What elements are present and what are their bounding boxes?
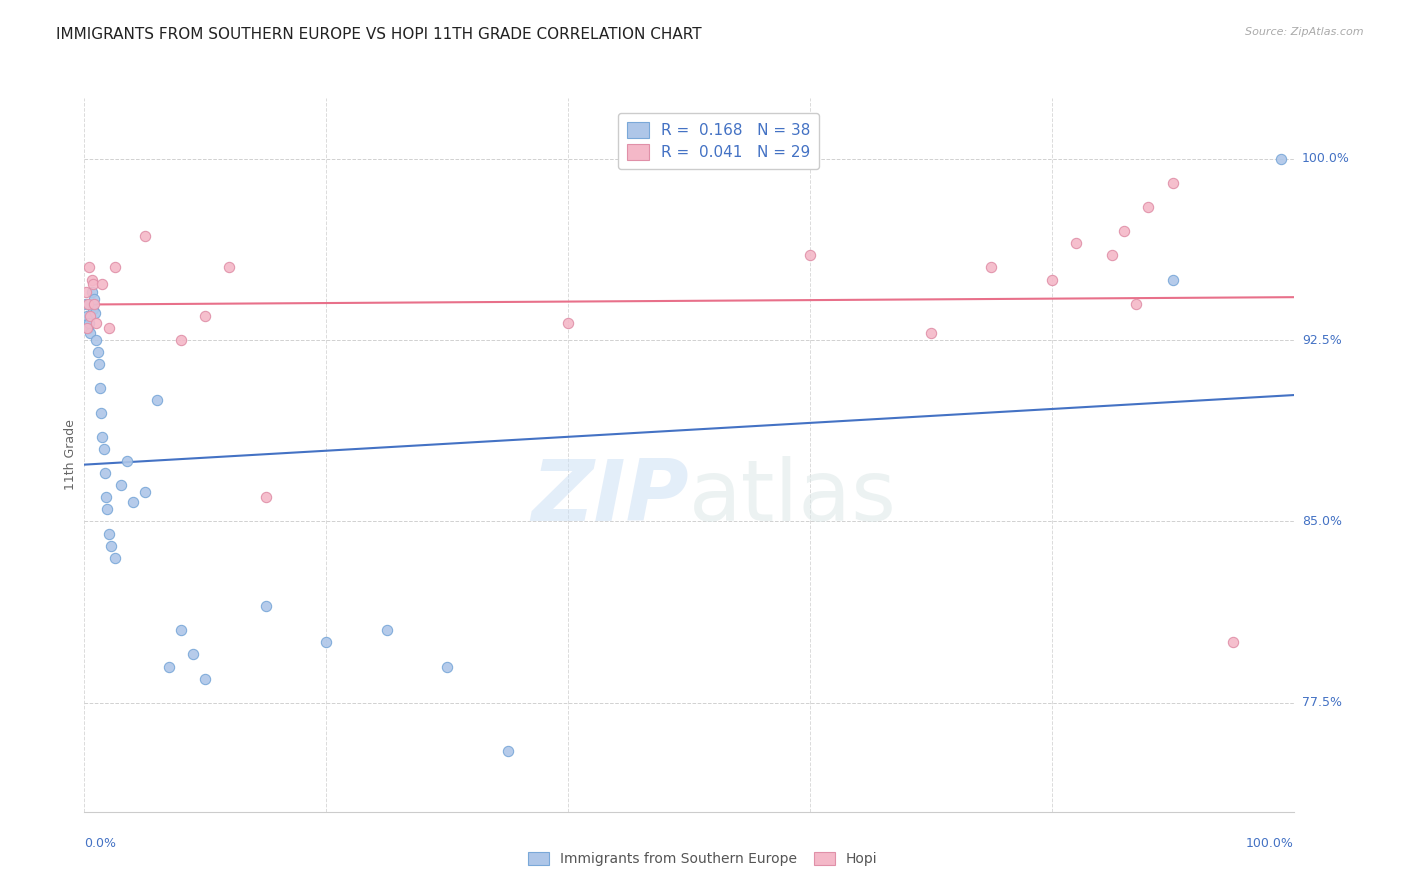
Point <box>94 490 117 504</box>
Text: ZIP: ZIP <box>531 456 689 540</box>
Point <box>76 309 98 323</box>
Point <box>86 316 108 330</box>
Text: 100.0%: 100.0% <box>1302 153 1350 165</box>
Point <box>254 599 277 613</box>
Point <box>104 550 127 565</box>
Point <box>84 306 107 320</box>
Point <box>146 393 169 408</box>
Point <box>920 326 942 340</box>
Point <box>100 539 122 553</box>
Point <box>82 301 104 316</box>
Point <box>134 229 156 244</box>
Point <box>254 490 277 504</box>
Point <box>80 285 103 299</box>
Point <box>315 635 337 649</box>
Point <box>121 495 143 509</box>
Point <box>97 321 120 335</box>
Text: 85.0%: 85.0% <box>1302 515 1341 528</box>
Point <box>89 381 111 395</box>
Point <box>799 248 821 262</box>
Point <box>1270 152 1292 166</box>
Point <box>96 502 118 516</box>
Point <box>91 277 114 292</box>
Point <box>80 272 103 286</box>
Point <box>115 454 138 468</box>
Point <box>86 345 108 359</box>
Legend: Immigrants from Southern Europe, Hopi: Immigrants from Southern Europe, Hopi <box>523 847 883 871</box>
Point <box>110 478 132 492</box>
Point <box>77 316 100 330</box>
Point <box>980 260 1002 275</box>
Point <box>375 624 398 638</box>
Point <box>86 333 108 347</box>
Text: 77.5%: 77.5% <box>1302 697 1341 709</box>
Point <box>79 309 101 323</box>
Point <box>104 260 127 275</box>
Point <box>83 292 105 306</box>
Y-axis label: 11th Grade: 11th Grade <box>65 419 77 491</box>
Point <box>77 260 100 275</box>
Point <box>157 659 180 673</box>
Point <box>87 357 110 371</box>
Text: Source: ZipAtlas.com: Source: ZipAtlas.com <box>1246 27 1364 37</box>
Point <box>1222 635 1244 649</box>
Point <box>1161 176 1184 190</box>
Point <box>181 648 204 662</box>
Point <box>1064 236 1087 251</box>
Point <box>170 624 193 638</box>
Point <box>97 526 120 541</box>
Point <box>75 285 97 299</box>
Point <box>90 406 112 420</box>
Point <box>94 466 117 480</box>
Text: atlas: atlas <box>689 456 897 540</box>
Point <box>1137 200 1160 214</box>
Text: 0.0%: 0.0% <box>84 837 117 850</box>
Point <box>91 430 114 444</box>
Point <box>557 316 579 330</box>
Point <box>496 744 519 758</box>
Point <box>218 260 240 275</box>
Point <box>79 326 101 340</box>
Point <box>1101 248 1123 262</box>
Point <box>1161 272 1184 286</box>
Point <box>1040 272 1063 286</box>
Text: 92.5%: 92.5% <box>1302 334 1341 346</box>
Point <box>134 485 156 500</box>
Text: 100.0%: 100.0% <box>1246 837 1294 850</box>
Point <box>75 297 97 311</box>
Point <box>83 297 105 311</box>
Point <box>82 277 104 292</box>
Point <box>77 297 100 311</box>
Point <box>1114 224 1136 238</box>
Point <box>77 321 100 335</box>
Point <box>93 442 115 456</box>
Point <box>436 659 458 673</box>
Legend: R =  0.168   N = 38, R =  0.041   N = 29: R = 0.168 N = 38, R = 0.041 N = 29 <box>619 113 820 169</box>
Text: IMMIGRANTS FROM SOUTHERN EUROPE VS HOPI 11TH GRADE CORRELATION CHART: IMMIGRANTS FROM SOUTHERN EUROPE VS HOPI … <box>56 27 702 42</box>
Point <box>170 333 193 347</box>
Point <box>76 321 98 335</box>
Point <box>194 309 217 323</box>
Point <box>194 672 217 686</box>
Point <box>1125 297 1147 311</box>
